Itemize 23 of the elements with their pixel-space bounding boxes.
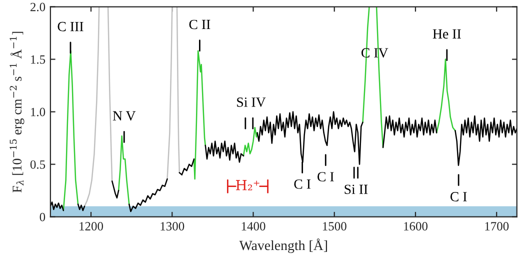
annotation: He II — [432, 29, 461, 39]
x-axis-title: Wavelength [Å] — [239, 238, 327, 253]
y-tick-label: 0 — [40, 212, 46, 222]
text: F$_{λ}$ [10$^{−15}$ erg cm$^{−2}$ s$^{−1}$ Å$^{−1}$] — [10, 32, 24, 192]
x-tick-label: 1300 — [160, 222, 184, 230]
annotation: C II — [189, 20, 210, 30]
annotation: C I — [294, 179, 311, 189]
y-tick-label: 1.0 — [31, 108, 46, 116]
annotation: Si IV — [237, 98, 266, 107]
annotation: C III — [58, 22, 84, 32]
annotation: N V — [112, 111, 136, 121]
annotation: C I — [450, 192, 467, 202]
annotation: Si II — [344, 184, 368, 194]
x-tick-label: 1200 — [80, 222, 104, 230]
x-tick-label: 1500 — [322, 222, 346, 230]
y-tick-label: 0.5 — [30, 160, 46, 169]
annotation: C I — [318, 172, 334, 182]
x-tick-label: 1400 — [242, 222, 266, 230]
y-tick-label: 1.5 — [31, 55, 46, 64]
annotation: H₂⁺ — [236, 180, 260, 190]
y-tick-label: 2.0 — [30, 2, 46, 12]
x-tick-label: 1700 — [485, 222, 509, 230]
x-tick-label: 1600 — [404, 222, 428, 230]
